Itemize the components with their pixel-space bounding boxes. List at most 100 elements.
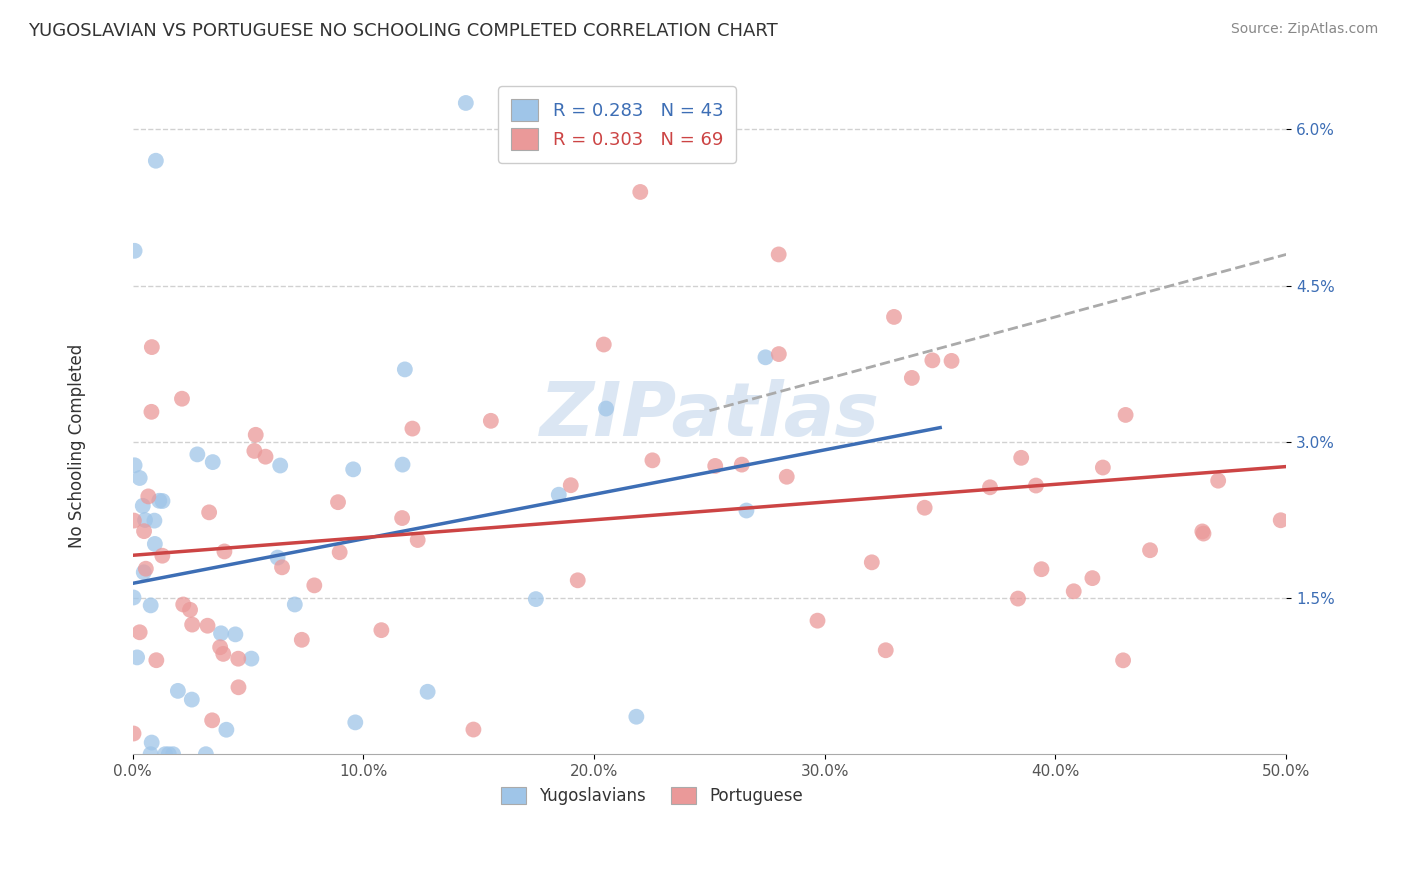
Point — [547, 488, 569, 502]
Point — [1091, 460, 1114, 475]
Point — [284, 598, 307, 612]
Point — [463, 723, 485, 737]
Point — [240, 651, 263, 665]
Point — [875, 643, 897, 657]
Legend: Yugoslavians, Portuguese: Yugoslavians, Portuguese — [492, 779, 811, 814]
Point — [198, 505, 221, 519]
Point — [266, 550, 288, 565]
Point — [479, 414, 502, 428]
Point — [124, 244, 146, 258]
Point — [139, 747, 162, 762]
Point — [1010, 450, 1032, 465]
Point — [304, 578, 326, 592]
Point — [201, 455, 224, 469]
Point — [132, 499, 155, 513]
Point — [560, 478, 582, 492]
Point — [152, 494, 174, 508]
Point — [172, 598, 194, 612]
Point — [641, 453, 664, 467]
Point — [254, 450, 277, 464]
Point — [141, 340, 163, 354]
Point — [215, 723, 238, 737]
Point — [136, 490, 159, 504]
Point — [754, 351, 776, 365]
Point — [1139, 543, 1161, 558]
Point — [179, 603, 201, 617]
Point — [704, 458, 727, 473]
Point — [1270, 513, 1292, 527]
Point — [344, 715, 367, 730]
Point — [768, 247, 790, 261]
Point — [1025, 478, 1047, 492]
Point — [124, 458, 146, 473]
Point — [143, 537, 166, 551]
Point — [1192, 526, 1215, 541]
Point — [326, 495, 349, 509]
Point — [209, 626, 232, 640]
Point — [391, 511, 413, 525]
Point — [979, 480, 1001, 494]
Point — [128, 471, 150, 485]
Point — [806, 614, 828, 628]
Point — [201, 714, 224, 728]
Point — [162, 747, 184, 762]
Text: ZIPatlas: ZIPatlas — [540, 379, 880, 452]
Point — [394, 362, 416, 376]
Point — [153, 747, 176, 762]
Text: No Schooling Completed: No Schooling Completed — [69, 344, 86, 548]
Point — [595, 401, 617, 416]
Point — [776, 469, 799, 483]
Point — [122, 726, 145, 740]
Point — [139, 599, 162, 613]
Point — [271, 560, 294, 574]
Point — [1206, 474, 1229, 488]
Point — [135, 562, 157, 576]
Point — [391, 458, 413, 472]
Point — [401, 421, 423, 435]
Point — [186, 447, 208, 461]
Point — [145, 653, 167, 667]
Point — [329, 545, 352, 559]
Point — [1081, 571, 1104, 585]
Point — [567, 574, 589, 588]
Point — [145, 153, 167, 168]
Point — [143, 514, 166, 528]
Point — [406, 533, 429, 547]
Point — [180, 692, 202, 706]
Point — [243, 444, 266, 458]
Point — [342, 462, 364, 476]
Point — [167, 684, 190, 698]
Point — [901, 371, 924, 385]
Point — [127, 650, 149, 665]
Point — [157, 747, 180, 762]
Point — [454, 95, 477, 110]
Point — [245, 427, 267, 442]
Point — [524, 592, 547, 607]
Text: Source: ZipAtlas.com: Source: ZipAtlas.com — [1230, 22, 1378, 37]
Point — [226, 651, 249, 665]
Point — [122, 591, 145, 605]
Point — [194, 747, 217, 762]
Point — [141, 405, 163, 419]
Point — [883, 310, 905, 324]
Point — [626, 710, 648, 724]
Point — [209, 640, 232, 655]
Point — [214, 544, 236, 558]
Point — [148, 493, 170, 508]
Point — [1115, 408, 1137, 422]
Point — [1112, 653, 1135, 667]
Point — [228, 680, 250, 694]
Point — [212, 647, 235, 661]
Point — [731, 458, 754, 472]
Point — [941, 354, 963, 368]
Point — [122, 514, 145, 528]
Point — [1191, 524, 1213, 539]
Point — [1031, 562, 1053, 576]
Point — [768, 347, 790, 361]
Point — [291, 632, 314, 647]
Point — [132, 566, 155, 580]
Point — [1063, 584, 1085, 599]
Point — [269, 458, 291, 473]
Point — [170, 392, 193, 406]
Point — [416, 685, 439, 699]
